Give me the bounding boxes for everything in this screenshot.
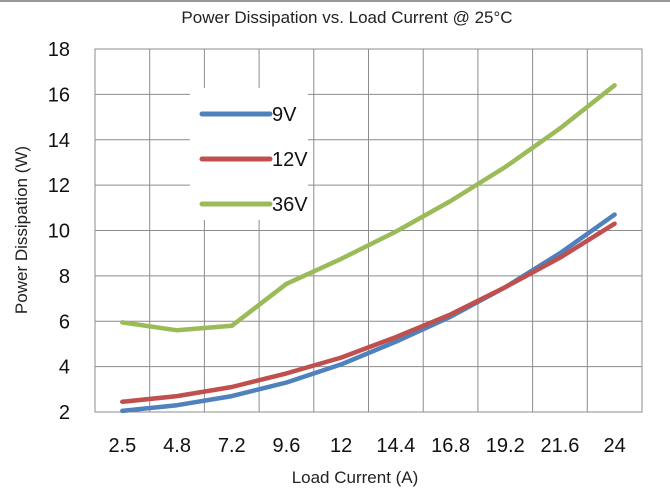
y-tick-label: 10 bbox=[48, 221, 70, 243]
x-tick-label: 9.6 bbox=[273, 435, 301, 457]
plot-frame bbox=[94, 48, 643, 413]
y-tick-label: 16 bbox=[48, 84, 70, 106]
y-axis-label: Power Dissipation (W) bbox=[12, 146, 31, 314]
legend-label: 36V bbox=[272, 194, 308, 216]
x-tick-label: 14.4 bbox=[376, 435, 415, 457]
series-lines bbox=[120, 83, 617, 414]
x-tick-label: 19.2 bbox=[486, 435, 525, 457]
x-tick-label: 7.2 bbox=[218, 435, 246, 457]
x-axis-label: Load Current (A) bbox=[292, 468, 419, 487]
y-tick-label: 12 bbox=[48, 175, 70, 197]
legend-label: 12V bbox=[272, 149, 308, 171]
y-tick-label: 2 bbox=[59, 402, 70, 424]
y-tick-label: 18 bbox=[48, 39, 70, 61]
y-tick-label: 8 bbox=[59, 266, 70, 288]
series-line-12v bbox=[120, 221, 617, 405]
y-tick-label: 14 bbox=[48, 130, 70, 152]
y-tick-label: 4 bbox=[59, 357, 70, 379]
y-tick-label: 6 bbox=[59, 311, 70, 333]
x-tick-label: 16.8 bbox=[431, 435, 470, 457]
legend-item-12v: 12V bbox=[199, 149, 308, 171]
x-tick-label: 24 bbox=[604, 435, 626, 457]
grid bbox=[95, 48, 642, 413]
y-axis-ticks: 2 4 6 8 10 12 14 16 18 bbox=[48, 39, 70, 424]
legend-item-9v: 9V bbox=[199, 104, 297, 126]
legend-item-36v: 36V bbox=[199, 194, 308, 216]
x-tick-label: 4.8 bbox=[163, 435, 191, 457]
legend-background bbox=[190, 88, 308, 220]
legend: 9V 12V 36V bbox=[190, 88, 308, 220]
x-tick-label: 21.6 bbox=[540, 435, 579, 457]
x-tick-label: 2.5 bbox=[108, 435, 136, 457]
legend-label: 9V bbox=[272, 104, 297, 126]
x-axis-ticks: 2.5 4.8 7.2 9.6 12 14.4 16.8 19.2 21.6 24 bbox=[108, 435, 625, 457]
chart-title: Power Dissipation vs. Load Current @ 25°… bbox=[181, 8, 512, 27]
series-line-36v bbox=[120, 83, 617, 333]
x-tick-label: 12 bbox=[330, 435, 352, 457]
